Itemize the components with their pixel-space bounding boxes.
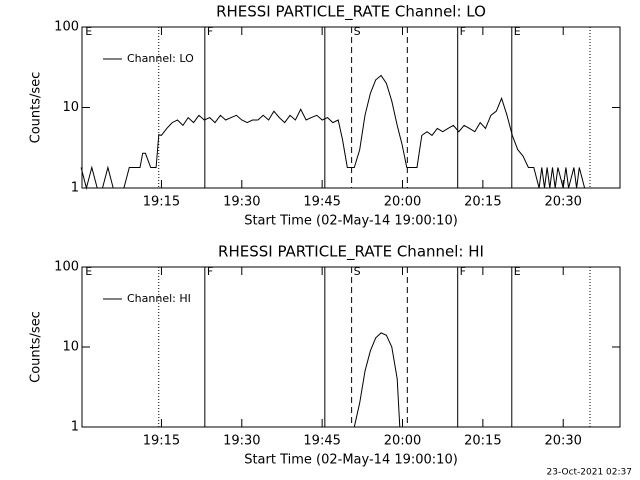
event-label: F (460, 265, 466, 278)
x-tick-label: 19:15 (143, 434, 180, 449)
x-axis-label: Start Time (02-May-14 19:00:10) (244, 453, 458, 468)
event-label: S (354, 25, 361, 38)
event-label: F (207, 25, 213, 38)
data-line (80, 74, 588, 190)
event-label: E (85, 25, 92, 38)
footer: 23-Oct-2021 02:37 (547, 468, 632, 478)
y-tick-label: 10 (62, 100, 79, 115)
chart-title: RHESSI PARTICLE_RATE Channel: HI (218, 243, 484, 262)
x-tick-label: 20:15 (464, 195, 501, 210)
legend-label: Channel: HI (127, 292, 191, 305)
event-label: S (354, 265, 361, 278)
x-tick-label: 19:30 (223, 434, 260, 449)
y-tick-label: 100 (54, 260, 79, 275)
x-tick-label: 20:30 (544, 195, 581, 210)
event-label: E (85, 265, 92, 278)
x-tick-label: 20:00 (384, 434, 421, 449)
y-axis-label: Counts/sec (29, 311, 44, 383)
y-tick-label: 100 (54, 20, 79, 35)
x-axis-label: Start Time (02-May-14 19:00:10) (244, 214, 458, 229)
legend-label: Channel: LO (127, 52, 194, 65)
y-tick-label: 1 (71, 420, 79, 435)
chart-title: RHESSI PARTICLE_RATE Channel: LO (216, 3, 486, 22)
x-tick-label: 20:00 (384, 195, 421, 210)
event-label: E (514, 25, 521, 38)
event-label: F (207, 265, 213, 278)
y-tick-label: 10 (62, 340, 79, 355)
x-tick-label: 20:15 (464, 434, 501, 449)
y-axis-label: Counts/sec (29, 72, 44, 144)
x-tick-label: 20:30 (544, 434, 581, 449)
event-label: F (460, 25, 466, 38)
x-tick-label: 19:45 (303, 434, 340, 449)
data-line (353, 332, 401, 428)
y-tick-label: 1 (71, 181, 79, 196)
event-label: E (514, 265, 521, 278)
x-tick-label: 19:30 (223, 195, 260, 210)
x-tick-label: 19:15 (143, 195, 180, 210)
x-tick-label: 19:45 (303, 195, 340, 210)
